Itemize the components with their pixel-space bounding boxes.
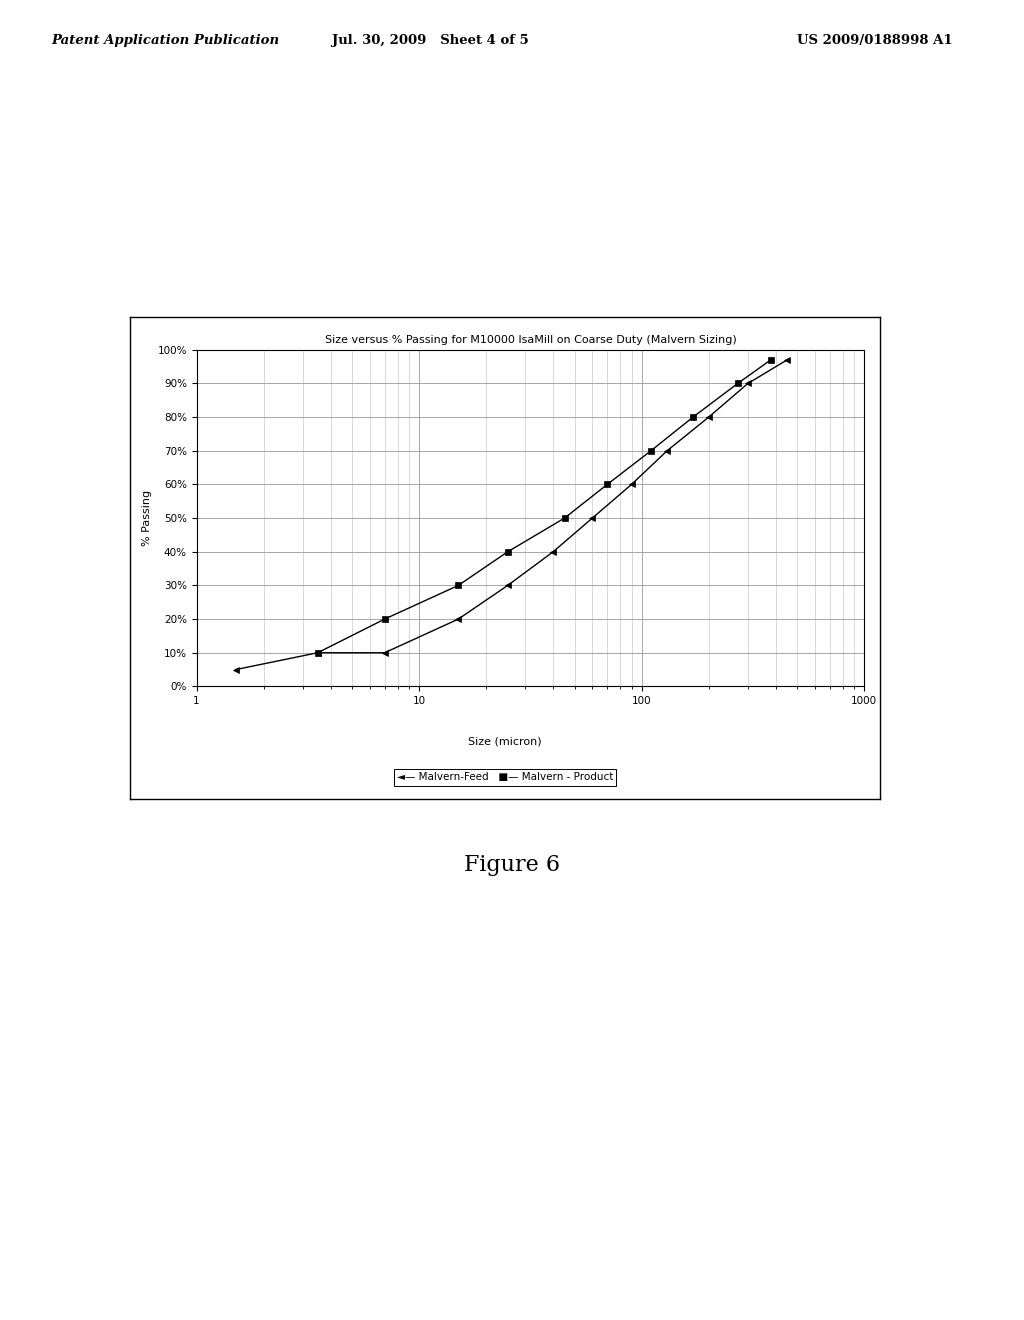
Malvern - Product — [502, 544, 514, 560]
Malvern - Product — [645, 444, 657, 459]
Malvern - Product — [453, 578, 465, 594]
Malvern-Feed — [379, 645, 391, 661]
Y-axis label: % Passing: % Passing — [142, 490, 152, 546]
Text: Size (micron): Size (micron) — [468, 737, 542, 747]
Title: Size versus % Passing for M10000 IsaMill on Coarse Duty (Malvern Sizing): Size versus % Passing for M10000 IsaMill… — [325, 335, 736, 345]
Text: Figure 6: Figure 6 — [464, 854, 560, 875]
Text: US 2009/0188998 A1: US 2009/0188998 A1 — [797, 34, 952, 46]
Text: Jul. 30, 2009   Sheet 4 of 5: Jul. 30, 2009 Sheet 4 of 5 — [332, 34, 528, 46]
Text: Patent Application Publication: Patent Application Publication — [51, 34, 280, 46]
Malvern-Feed — [702, 409, 715, 425]
Malvern-Feed — [586, 511, 598, 527]
Malvern-Feed — [547, 544, 559, 560]
Line: Malvern-Feed: Malvern-Feed — [233, 358, 790, 672]
Malvern-Feed — [453, 611, 465, 627]
Malvern - Product — [379, 611, 391, 627]
Malvern-Feed — [626, 477, 638, 492]
Malvern - Product — [601, 477, 613, 492]
Malvern - Product — [311, 645, 324, 661]
Malvern-Feed — [660, 444, 673, 459]
Malvern-Feed — [741, 375, 754, 391]
Malvern-Feed — [311, 645, 324, 661]
Line: Malvern - Product: Malvern - Product — [315, 358, 773, 656]
Malvern - Product — [765, 352, 777, 368]
Malvern - Product — [687, 409, 699, 425]
Malvern-Feed — [229, 661, 242, 677]
Malvern - Product — [558, 511, 570, 527]
Malvern-Feed — [781, 352, 794, 368]
Malvern-Feed — [502, 578, 514, 594]
Text: ◄— Malvern-Feed   ■— Malvern - Product: ◄— Malvern-Feed ■— Malvern - Product — [396, 772, 613, 783]
Malvern - Product — [731, 375, 743, 391]
